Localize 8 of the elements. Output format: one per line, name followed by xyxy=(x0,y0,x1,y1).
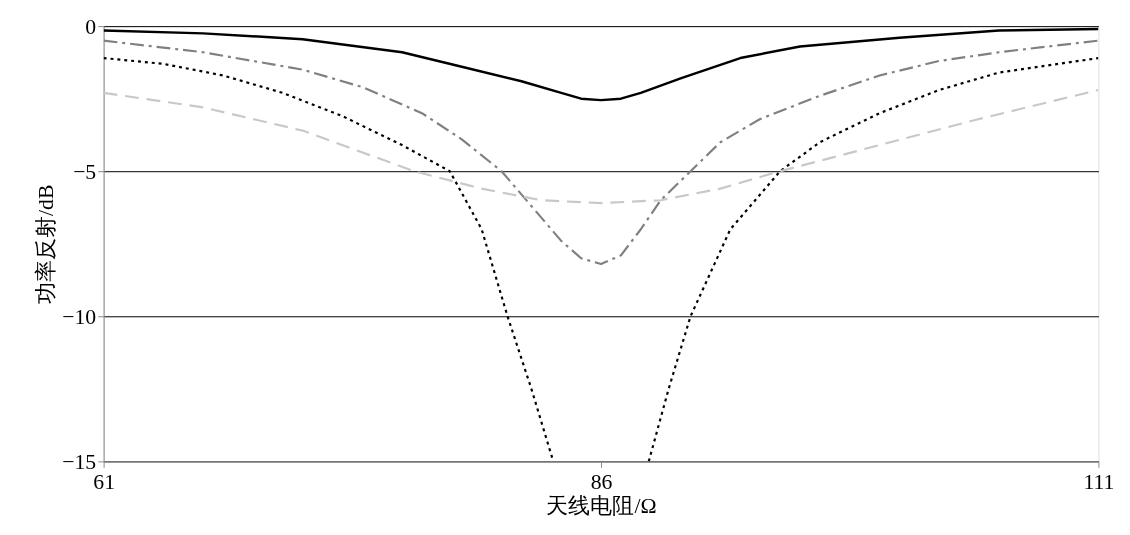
y-axis-title: 功率反射/dB xyxy=(34,184,59,304)
x-tick-label: 86 xyxy=(590,469,613,494)
y-tick-label: 0 xyxy=(85,14,97,39)
y-tick-label: −5 xyxy=(73,159,97,184)
y-tick-label: −10 xyxy=(62,304,97,329)
x-axis-title: 天线电阻/Ω xyxy=(546,494,657,519)
line-series xyxy=(103,88,1099,205)
x-tick-label: 111 xyxy=(1083,469,1115,494)
